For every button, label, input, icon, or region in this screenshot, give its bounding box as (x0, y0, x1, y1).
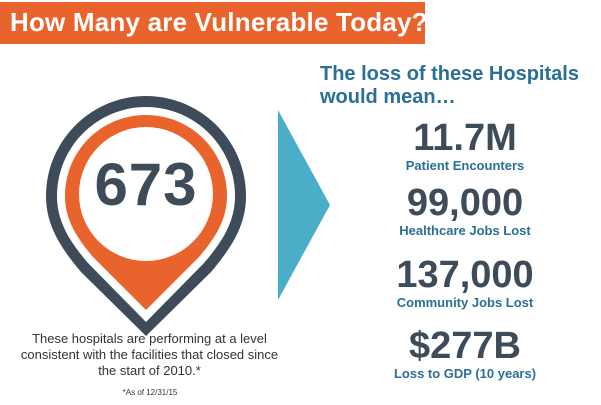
stat-label: Healthcare Jobs Lost (399, 223, 531, 238)
stat-label: Community Jobs Lost (396, 295, 534, 310)
stat-patient-encounters: 11.7M Patient Encounters (360, 118, 570, 174)
stat-value: $277B (409, 325, 521, 367)
footnote: *As of 12/31/15 (122, 388, 178, 397)
loss-heading: The loss of these Hospitals would mean… (320, 63, 579, 108)
stat-gdp-loss: $277B Loss to GDP (10 years) (360, 326, 570, 382)
vulnerable-note: These hospitals are performing at a leve… (20, 331, 279, 378)
stat-value: 99,000 (406, 182, 524, 224)
header-banner: How Many are Vulnerable Today? (0, 2, 428, 44)
stat-label: Patient Encounters (405, 158, 525, 173)
stat-community-jobs: 137,000 Community Jobs Lost (360, 255, 570, 311)
vulnerable-count: 673 (94, 151, 198, 218)
stat-healthcare-jobs: 99,000 Healthcare Jobs Lost (360, 183, 570, 239)
stat-value: 137,000 (396, 254, 534, 296)
stat-label: Loss to GDP (10 years) (393, 366, 537, 381)
map-pin-icon (46, 96, 246, 336)
page-title: How Many are Vulnerable Today? (10, 7, 428, 37)
chevron-right-icon (278, 110, 330, 300)
stat-value: 11.7M (413, 117, 517, 159)
